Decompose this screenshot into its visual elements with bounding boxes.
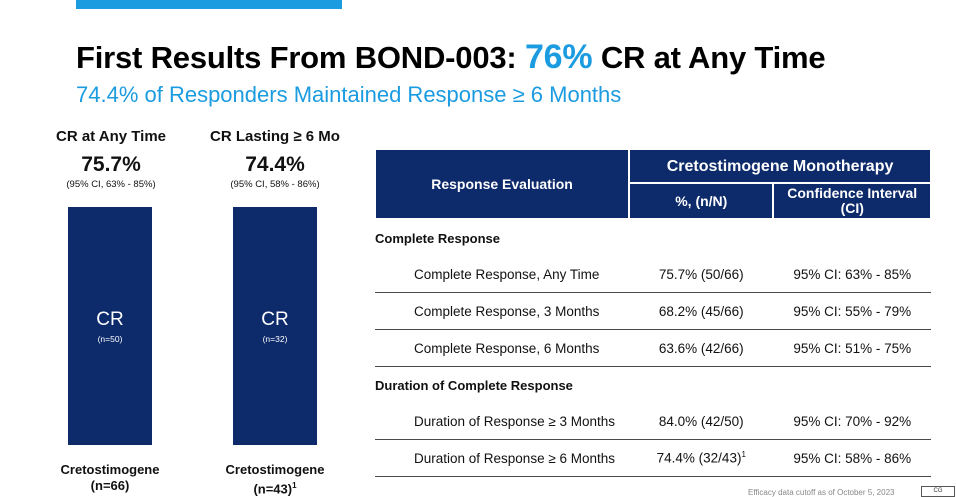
table-row: Complete Response, Any Time 75.7% (50/66…: [375, 256, 931, 293]
table-row: Complete Response, 6 Months 63.6% (42/66…: [375, 329, 931, 367]
bar-cr-any-time: CR (n=50): [68, 207, 152, 445]
row-ci: 95% CI: 63% - 85%: [793, 266, 912, 282]
table-row: Duration of Response ≥ 3 Months 84.0% (4…: [375, 403, 931, 440]
row-ci: 95% CI: 51% - 75%: [773, 329, 931, 367]
bar-column-cr-any-time: CR at Any Time 75.7% (95% CI, 63% - 85%): [46, 128, 176, 190]
footnote-marker: 1: [741, 450, 746, 460]
row-percent: 68.2% (45/66): [629, 292, 774, 330]
header-confidence-interval: Confidence Interval (CI): [772, 182, 932, 220]
footnote-marker: 1: [292, 481, 297, 490]
bar-n: (n=32): [262, 334, 288, 344]
drug-n-value: (n=43): [253, 481, 293, 497]
accent-bar: [76, 0, 342, 9]
row-percent: 84.0% (42/50): [658, 413, 744, 429]
title-prefix: First Results From BOND-003:: [76, 40, 525, 75]
table-row: Complete Response, 3 Months 68.2% (45/66…: [375, 292, 931, 330]
row-percent: 75.7% (50/66): [658, 266, 744, 282]
bar-cr-6mo: CR (n=32): [233, 207, 317, 445]
title-suffix: CR at Any Time: [592, 40, 826, 75]
slide-title: First Results From BOND-003: 76% CR at A…: [76, 38, 826, 77]
title-highlight: 76%: [524, 38, 593, 76]
row-percent: 63.6% (42/66): [629, 329, 774, 367]
row-label: Complete Response, 6 Months: [375, 329, 630, 367]
row-label: Duration of Response ≥ 3 Months: [414, 413, 616, 429]
bar-column-title: CR Lasting ≥ 6 Mo: [210, 128, 340, 145]
bar-ci: (95% CI, 63% - 85%): [66, 179, 156, 190]
row-percent: 74.4% (32/43): [656, 450, 742, 466]
row-label: Complete Response, Any Time: [414, 266, 600, 282]
section-title: Complete Response: [375, 230, 500, 246]
corner-logo: CG: [921, 486, 955, 497]
bar-label: CR: [261, 309, 289, 330]
drug-n: (n=43)1: [205, 478, 345, 497]
bar-percent: 75.7%: [81, 153, 141, 176]
section-row: Complete Response: [375, 219, 931, 256]
bar-ci: (95% CI, 58% - 86%): [230, 179, 320, 190]
header-response-evaluation: Response Evaluation: [373, 148, 631, 220]
row-label: Duration of Response ≥ 6 Months: [375, 439, 630, 477]
table-row: Duration of Response ≥ 6 Months 74.4% (3…: [375, 439, 931, 477]
header-cretostimogene-monotherapy: Cretostimogene Monotherapy: [628, 148, 932, 184]
drug-name: Cretostimogene: [60, 462, 160, 477]
row-ci: 95% CI: 55% - 79%: [773, 292, 931, 330]
section-title: Duration of Complete Response: [375, 377, 573, 393]
bar-n: (n=50): [97, 334, 123, 344]
row-label: Complete Response, 3 Months: [375, 292, 630, 330]
slide-subtitle: 74.4% of Responders Maintained Response …: [76, 82, 622, 107]
bar-percent: 74.4%: [245, 153, 305, 176]
header-percent: %, (n/N): [628, 182, 775, 220]
row-percent-cell: 74.4% (32/43)1: [629, 439, 774, 477]
drug-n-value: (n=66): [90, 478, 130, 493]
drug-name: Cretostimogene: [225, 462, 325, 477]
row-ci: 95% CI: 58% - 86%: [773, 439, 931, 477]
data-cutoff-footnote: Efficacy data cutoff as of October 5, 20…: [748, 488, 895, 497]
response-table: Response Evaluation Cretostimogene Monot…: [373, 148, 932, 477]
bar-column-cr-6mo: CR Lasting ≥ 6 Mo 74.4% (95% CI, 58% - 8…: [210, 128, 340, 190]
row-ci: 95% CI: 70% - 92%: [793, 413, 912, 429]
bar-drug-label-1: Cretostimogene (n=66): [40, 462, 180, 494]
bar-drug-label-2: Cretostimogene (n=43)1: [205, 462, 345, 497]
section-row: Duration of Complete Response: [375, 367, 931, 404]
bar-column-title: CR at Any Time: [55, 128, 167, 145]
drug-n: (n=66): [40, 478, 180, 494]
bar-label: CR: [96, 309, 124, 330]
